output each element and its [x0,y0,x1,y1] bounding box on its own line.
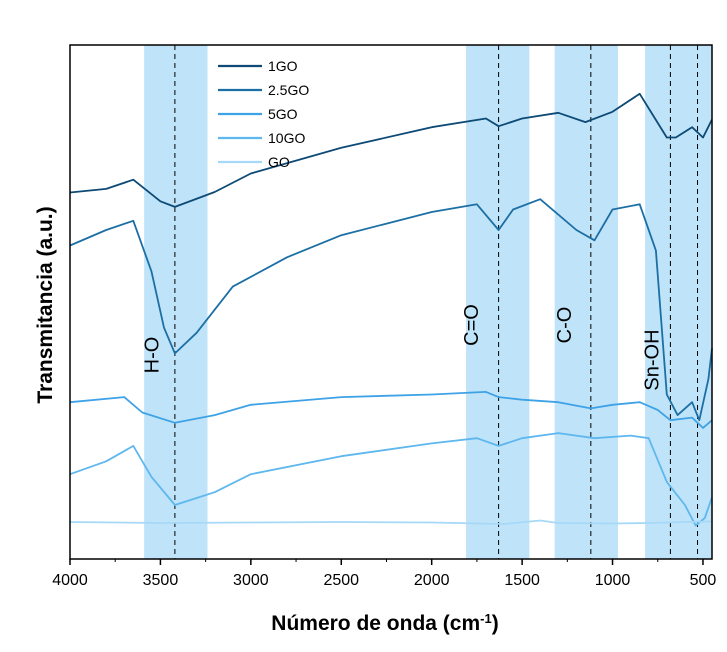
legend: 1GO 2.5GO 5GO 10GO GO [218,58,309,170]
x-tick-label-1000: 1000 [595,572,631,589]
legend-label-1GO: 1GO [268,58,298,74]
x-axis-title-end: ) [492,612,499,635]
x-tick-label-1500: 1500 [504,572,540,589]
y-axis-title: Transmitancia (a.u.) [34,206,57,403]
x-tick-label-4000: 4000 [52,572,88,589]
plot-frame [69,44,713,560]
x-axis-title-main: Número de onda (cm [271,612,480,635]
x-tick-label-3500: 3500 [143,572,179,589]
series-line-5GO [69,390,713,429]
band-labels: H-O C=O C-O Sn-OH [142,304,664,390]
shaded-band-3 [645,45,712,559]
x-tick-label-3000: 3000 [233,572,269,589]
x-tick-label-2000: 2000 [414,572,450,589]
band-label-1: C=O [461,304,483,346]
shaded-band-2 [554,45,618,559]
series-layer [69,92,713,527]
legend-label-GO: GO [268,154,290,170]
x-axis-title: Número de onda (cm-1) [271,611,498,636]
band-label-3: Sn-OH [642,329,664,390]
x-axis-ticks: 4000 3500 3000 2500 2000 1500 1000 500 [52,559,716,589]
legend-label-10GO: 10GO [268,130,305,146]
shaded-band-1 [466,45,530,559]
shaded-band-0 [144,45,208,559]
band-label-0: H-O [142,337,164,374]
series-line-GO [69,519,713,525]
band-label-2: C-O [554,307,576,344]
series-line-1GO [69,92,713,208]
x-tick-label-2500: 2500 [323,572,359,589]
legend-label-5GO: 5GO [268,106,298,122]
series-line-2.5GO [69,198,713,422]
peak-lines [174,45,699,559]
shaded-bands [144,45,712,559]
series-line-10GO [69,432,713,527]
x-tick-label-500: 500 [690,572,717,589]
x-axis-title-sup: -1 [480,611,492,626]
legend-label-2.5GO: 2.5GO [268,82,309,98]
